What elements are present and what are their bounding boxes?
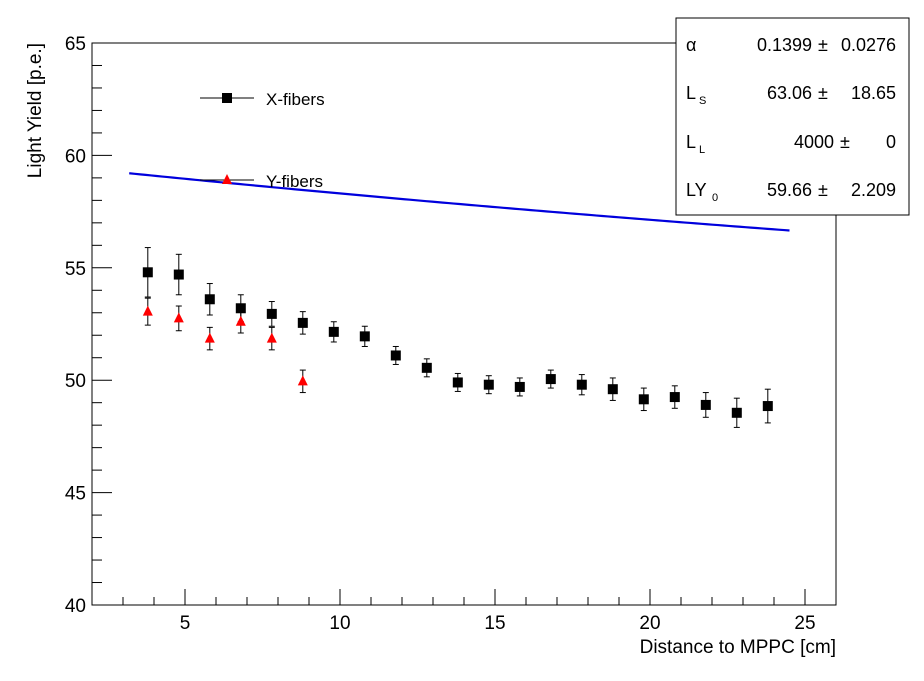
stat-pm-ly0: ± xyxy=(818,180,828,200)
legend-square-marker xyxy=(222,93,232,103)
legend-triangle-marker xyxy=(222,174,232,184)
stat-sub-ly0: 0 xyxy=(712,192,718,204)
data-point-x-fibers xyxy=(452,377,463,388)
y-tick-label: 50 xyxy=(65,371,86,392)
y-axis xyxy=(92,42,112,606)
x-axis-label: Distance to MPPC [cm] xyxy=(640,637,836,658)
stat-error-ll: 0 xyxy=(886,132,896,152)
legend-entry-x-fibers: X-fibers xyxy=(200,90,325,109)
stat-pm-alpha: ± xyxy=(818,35,828,55)
y-tick-label: 60 xyxy=(65,146,86,167)
data-point-y-fibers xyxy=(142,305,153,316)
stat-pm-ls: ± xyxy=(818,83,828,103)
data-point-x-fibers xyxy=(173,269,184,280)
x-tick-label: 15 xyxy=(484,613,505,634)
stat-label-ll: L xyxy=(686,132,696,152)
stat-label-ls: L xyxy=(686,83,696,103)
legend-entry-y-fibers: Y-fibers xyxy=(200,172,323,191)
y-tick-labels: 40 45 50 55 60 65 xyxy=(65,34,86,617)
x-tick-label: 5 xyxy=(180,613,191,634)
legend-label-y-fibers: Y-fibers xyxy=(266,172,323,191)
data-point-x-fibers xyxy=(297,317,308,328)
data-markers xyxy=(142,267,773,418)
stat-value-ll: 4000 xyxy=(794,132,834,152)
stat-value-ly0: 59.66 xyxy=(767,180,812,200)
data-point-y-fibers xyxy=(235,315,246,326)
data-point-x-fibers xyxy=(142,267,153,278)
data-point-x-fibers xyxy=(328,326,339,337)
stat-label-alpha: α xyxy=(686,35,696,55)
stat-row-ly0: LY 0 59.66 ± 2.209 xyxy=(686,180,896,204)
data-point-y-fibers xyxy=(297,375,308,386)
x-tick-label: 20 xyxy=(639,613,660,634)
x-tick-label: 10 xyxy=(329,613,350,634)
stat-pm-ll: ± xyxy=(840,132,850,152)
stat-row-ls: L S 63.06 ± 18.65 xyxy=(686,83,896,107)
stat-label-ly0: LY xyxy=(686,180,707,200)
stat-error-ly0: 2.209 xyxy=(851,180,896,200)
stat-error-ls: 18.65 xyxy=(851,83,896,103)
y-tick-label: 40 xyxy=(65,596,86,617)
stat-sub-ls: S xyxy=(699,95,706,107)
data-point-x-fibers xyxy=(204,294,215,305)
data-point-x-fibers xyxy=(235,303,246,314)
data-point-x-fibers xyxy=(266,308,277,319)
stat-value-ls: 63.06 xyxy=(767,83,812,103)
stat-value-alpha: 0.1399 xyxy=(757,35,812,55)
fit-curve xyxy=(129,172,790,232)
stat-error-alpha: 0.0276 xyxy=(841,35,896,55)
data-point-x-fibers xyxy=(762,401,773,412)
data-point-x-fibers xyxy=(359,331,370,342)
y-tick-label: 55 xyxy=(65,259,86,280)
x-tick-label: 25 xyxy=(794,613,815,634)
data-point-x-fibers xyxy=(421,362,432,373)
x-axis xyxy=(91,589,837,605)
data-point-x-fibers xyxy=(638,394,649,405)
fit-stats-frame xyxy=(675,17,910,216)
data-point-y-fibers xyxy=(266,332,277,343)
y-tick-label: 45 xyxy=(65,484,86,505)
stat-row-alpha: α 0.1399 ± 0.0276 xyxy=(686,35,896,55)
data-point-x-fibers xyxy=(545,374,556,385)
data-point-y-fibers xyxy=(204,332,215,343)
fit-stats-box: α 0.1399 ± 0.0276 L S 63.06 ± 18.65 L L … xyxy=(675,17,910,216)
legend: X-fibers Y-fibers xyxy=(200,90,325,191)
y-tick-label: 65 xyxy=(65,34,86,55)
legend-label-x-fibers: X-fibers xyxy=(266,90,325,109)
data-point-x-fibers xyxy=(607,384,618,395)
data-point-y-fibers xyxy=(173,312,184,323)
data-point-x-fibers xyxy=(390,350,401,361)
y-axis-label: Light Yield [p.e.] xyxy=(25,43,46,178)
data-point-x-fibers xyxy=(576,379,587,390)
data-point-x-fibers xyxy=(483,379,494,390)
x-tick-labels: 5 10 15 20 25 xyxy=(180,613,816,634)
data-point-x-fibers xyxy=(731,407,742,418)
stat-sub-ll: L xyxy=(699,144,705,156)
stat-row-ll: L L 4000 ± 0 xyxy=(686,132,896,156)
data-point-x-fibers xyxy=(700,399,711,410)
data-point-x-fibers xyxy=(669,392,680,403)
data-point-x-fibers xyxy=(514,381,525,392)
